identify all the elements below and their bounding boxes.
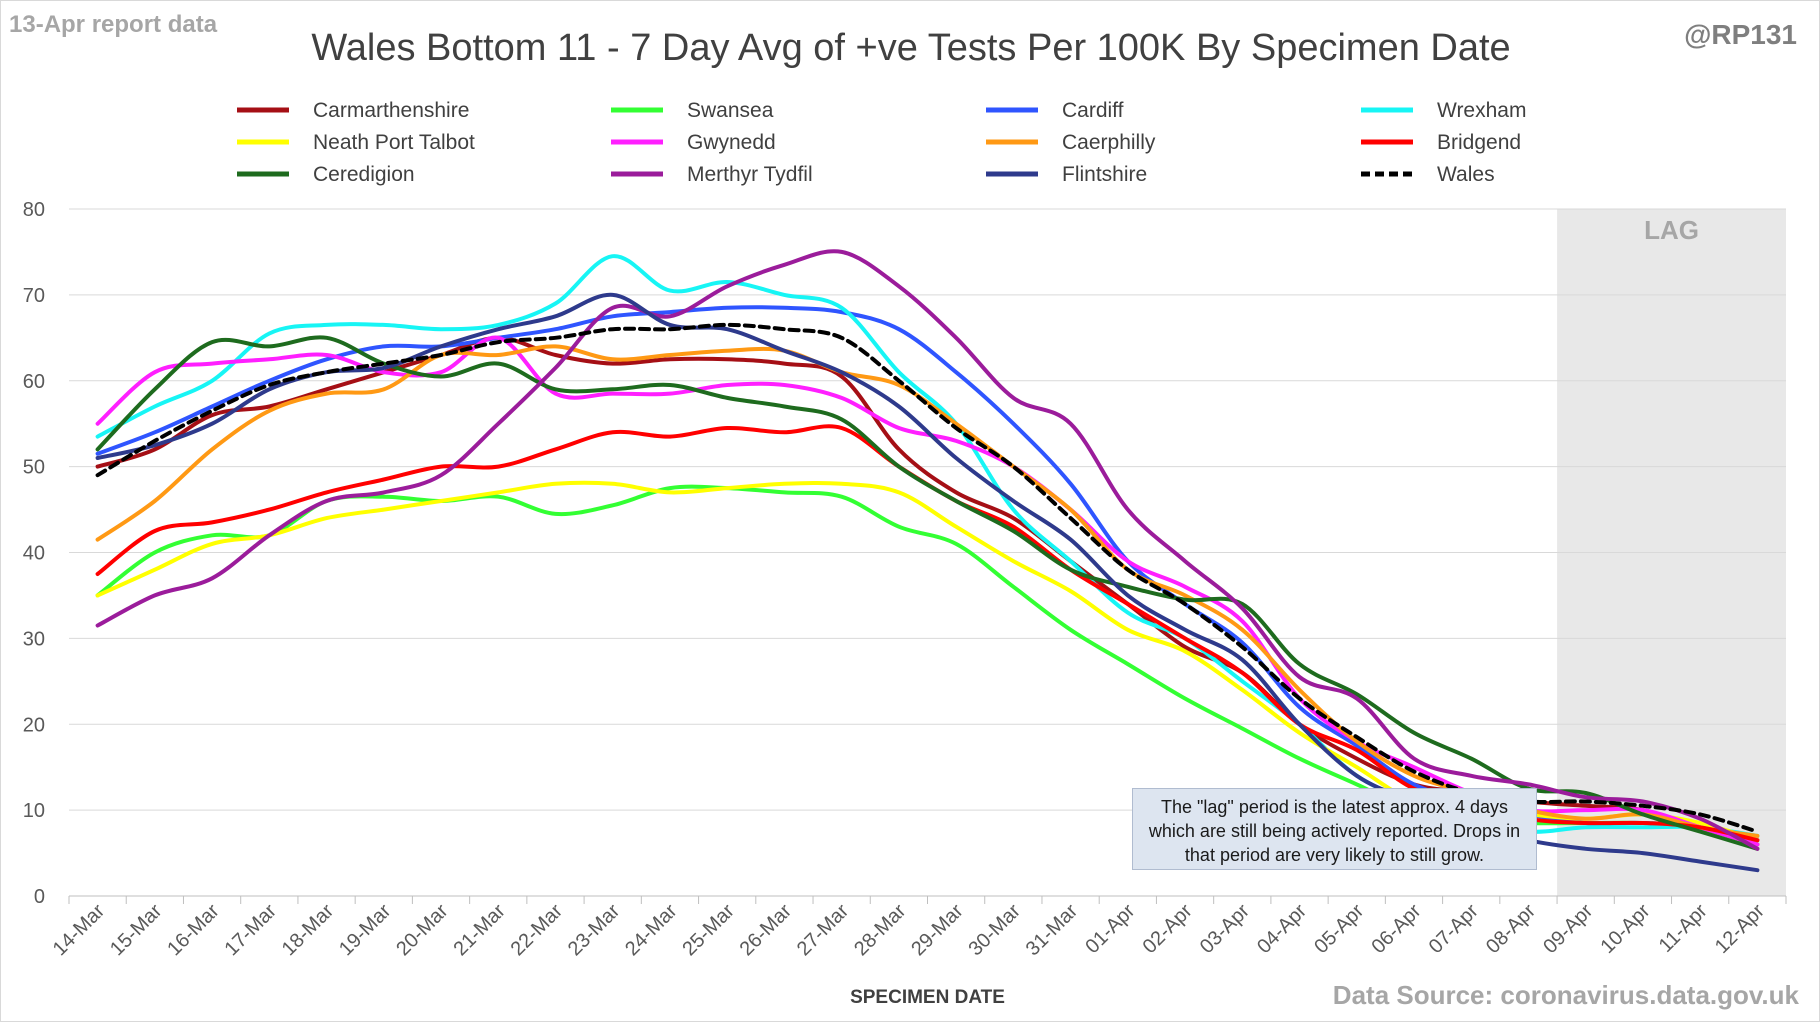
x-tick-label: 01-Apr: [1081, 900, 1139, 958]
y-tick-label: 20: [23, 714, 45, 736]
legend-label-gwynedd: Gwynedd: [687, 131, 776, 154]
x-tick-label: 05-Apr: [1310, 900, 1368, 958]
y-tick-label: 70: [23, 285, 45, 307]
legend-label-cardiff: Cardiff: [1062, 99, 1124, 122]
x-tick-label: 29-Mar: [907, 900, 968, 961]
x-tick-label: 22-Mar: [507, 900, 568, 961]
x-tick-label: 14-Mar: [49, 900, 110, 961]
x-tick-label: 17-Mar: [220, 900, 281, 961]
legend-label-neath-port-talbot: Neath Port Talbot: [313, 131, 475, 154]
legend-label-caerphilly: Caerphilly: [1062, 131, 1156, 154]
legend-label-bridgend: Bridgend: [1437, 131, 1521, 154]
report-date-label: 13-Apr report data: [9, 11, 218, 38]
x-tick-label: 31-Mar: [1022, 900, 1083, 961]
series-line-merthyr-tydfil: [95, 249, 1760, 851]
x-tick-label: 07-Apr: [1425, 900, 1483, 958]
series-line-caerphilly: [95, 344, 1760, 838]
x-tick-label: 16-Mar: [163, 900, 224, 961]
x-axis-title: SPECIMEN DATE: [850, 987, 1005, 1008]
x-tick-label: 23-Mar: [564, 900, 625, 961]
x-tick-label: 08-Apr: [1482, 900, 1540, 958]
legend-label-ceredigion: Ceredigion: [313, 163, 415, 186]
y-tick-label: 60: [23, 371, 45, 393]
x-tick-label: 06-Apr: [1368, 900, 1426, 958]
x-tick-label: 18-Mar: [278, 900, 339, 961]
x-tick-label: 04-Apr: [1253, 900, 1311, 958]
x-tick-label: 02-Apr: [1139, 900, 1197, 958]
legend-label-flintshire: Flintshire: [1062, 163, 1147, 186]
series-line-gwynedd: [95, 335, 1760, 847]
chart-title: Wales Bottom 11 - 7 Day Avg of +ve Tests…: [311, 27, 1511, 69]
x-tick-label: 27-Mar: [793, 900, 854, 961]
series-line-ceredigion: [95, 335, 1760, 851]
series-line-carmarthenshire: [95, 335, 1760, 847]
x-tick-label: 11-Apr: [1655, 900, 1712, 957]
data-source-label: Data Source: coronavirus.data.gov.uk: [1332, 980, 1799, 1010]
y-tick-label: 50: [23, 457, 45, 479]
legend-label-swansea: Swansea: [687, 99, 774, 122]
x-tick-label: 28-Mar: [850, 900, 911, 961]
x-tick-label: 20-Mar: [392, 900, 453, 961]
x-tick-label: 09-Apr: [1539, 900, 1597, 958]
x-tick-label: 26-Mar: [736, 900, 797, 961]
x-tick-label: 25-Mar: [678, 900, 739, 961]
lag-label: LAG: [1644, 215, 1699, 245]
author-handle: @RP131: [1684, 19, 1797, 50]
y-tick-label: 0: [34, 886, 45, 908]
legend-label-carmarthenshire: Carmarthenshire: [313, 99, 469, 122]
legend-label-wrexham: Wrexham: [1437, 99, 1526, 122]
x-tick-label: 24-Mar: [621, 900, 682, 961]
lag-note: The "lag" period is the latest approx. 4…: [1132, 788, 1537, 870]
y-tick-label: 80: [23, 199, 45, 221]
series-line-cardiff: [95, 305, 1760, 843]
x-tick-label: 19-Mar: [335, 900, 396, 961]
y-tick-label: 30: [23, 628, 45, 650]
legend-label-wales: Wales: [1437, 163, 1495, 186]
x-tick-label: 10-Apr: [1596, 900, 1654, 958]
y-tick-label: 40: [23, 543, 45, 565]
legend-label-merthyr-tydfil: Merthyr Tydfil: [687, 163, 813, 186]
y-tick-label: 10: [23, 800, 45, 822]
x-tick-label: 03-Apr: [1196, 900, 1254, 958]
x-tick-label: 12-Apr: [1711, 900, 1769, 958]
x-tick-label: 15-Mar: [106, 900, 167, 961]
x-tick-label: 21-Mar: [449, 900, 510, 961]
x-tick-label: 30-Mar: [965, 900, 1026, 961]
